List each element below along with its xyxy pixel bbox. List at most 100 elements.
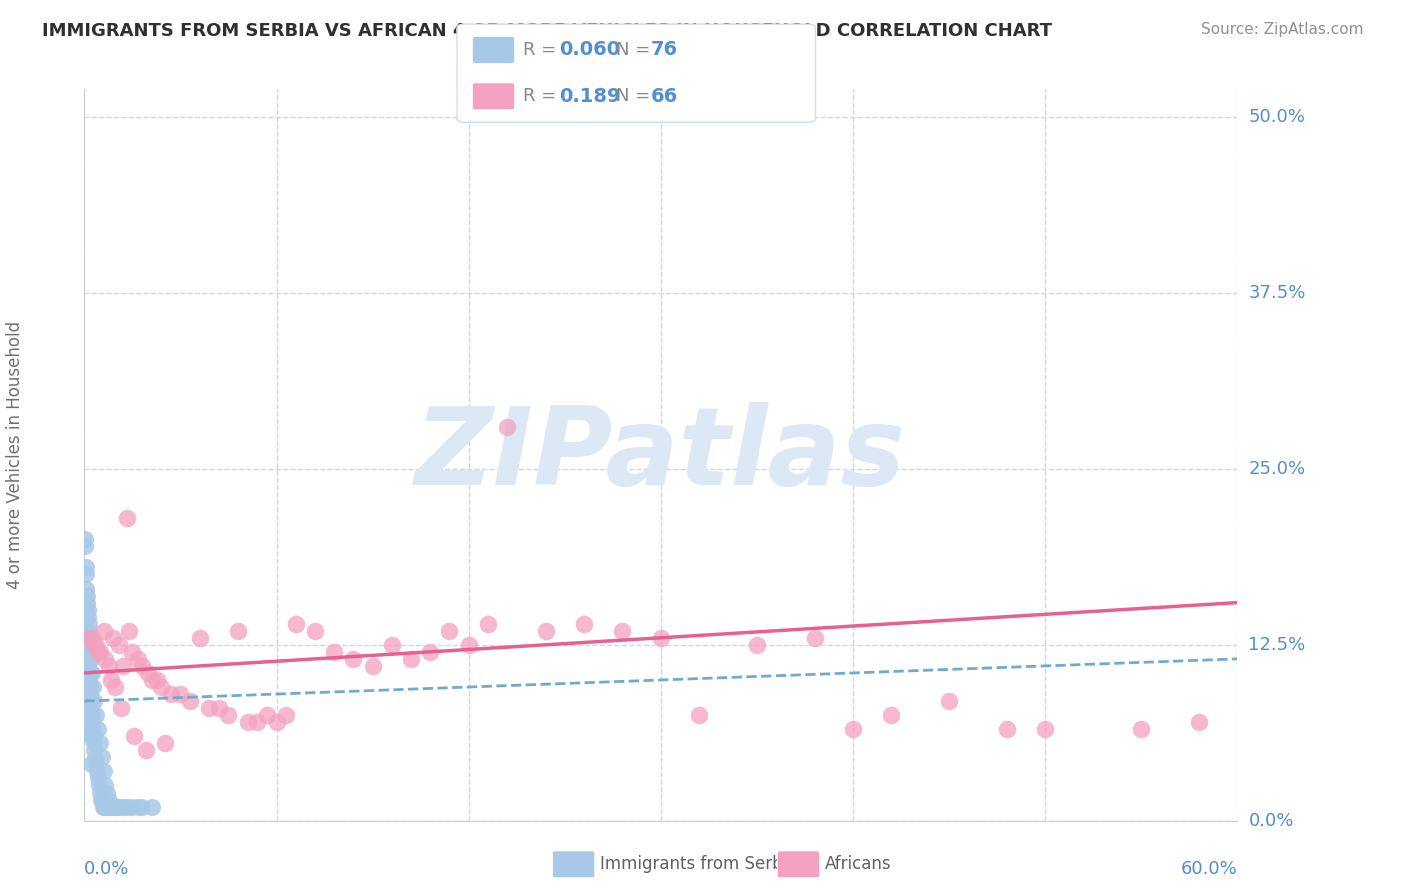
- Point: [146, 673, 169, 687]
- Text: R =: R =: [523, 41, 562, 59]
- Point: [136, 665, 159, 680]
- Point: [399, 652, 422, 666]
- Point: [76, 638, 98, 652]
- Point: [83, 638, 105, 652]
- Point: [82, 680, 104, 694]
- Point: [150, 680, 173, 694]
- Point: [612, 624, 634, 638]
- Text: 25.0%: 25.0%: [1249, 460, 1306, 478]
- Point: [90, 792, 112, 806]
- Point: [121, 799, 143, 814]
- Point: [108, 799, 131, 814]
- Point: [131, 659, 153, 673]
- Point: [218, 708, 240, 723]
- Point: [83, 736, 105, 750]
- Point: [84, 638, 107, 652]
- Point: [75, 624, 97, 638]
- Point: [226, 624, 249, 638]
- Point: [103, 631, 124, 645]
- Point: [84, 750, 107, 764]
- Point: [880, 708, 903, 723]
- Point: [198, 701, 221, 715]
- Text: R =: R =: [523, 87, 562, 105]
- Point: [111, 659, 134, 673]
- Point: [80, 715, 103, 730]
- Point: [141, 673, 163, 687]
- Point: [76, 638, 98, 652]
- Point: [77, 624, 100, 638]
- Point: [100, 799, 122, 814]
- Point: [87, 779, 110, 793]
- Point: [256, 708, 278, 723]
- Point: [650, 631, 672, 645]
- Point: [141, 799, 163, 814]
- Point: [188, 631, 211, 645]
- Point: [124, 729, 146, 743]
- Point: [80, 631, 103, 645]
- Point: [477, 616, 499, 631]
- Point: [179, 694, 201, 708]
- Point: [94, 799, 117, 814]
- Point: [89, 736, 111, 750]
- Point: [104, 680, 127, 694]
- Point: [76, 652, 98, 666]
- Point: [94, 779, 117, 793]
- Point: [246, 715, 269, 730]
- Point: [83, 743, 105, 757]
- Point: [160, 687, 183, 701]
- Point: [98, 659, 121, 673]
- Point: [89, 785, 111, 799]
- Text: Africans: Africans: [825, 855, 891, 873]
- Text: IMMIGRANTS FROM SERBIA VS AFRICAN 4 OR MORE VEHICLES IN HOUSEHOLD CORRELATION CH: IMMIGRANTS FROM SERBIA VS AFRICAN 4 OR M…: [42, 22, 1052, 40]
- Point: [77, 708, 100, 723]
- Point: [79, 687, 101, 701]
- Point: [82, 729, 104, 743]
- Point: [80, 701, 103, 715]
- Point: [995, 723, 1018, 737]
- Point: [77, 680, 100, 694]
- Point: [103, 799, 124, 814]
- Point: [117, 624, 139, 638]
- Point: [103, 799, 124, 814]
- Point: [169, 687, 191, 701]
- Point: [75, 567, 97, 582]
- Text: Immigrants from Serbia: Immigrants from Serbia: [600, 855, 797, 873]
- Point: [842, 723, 865, 737]
- Point: [75, 582, 97, 596]
- Point: [89, 645, 111, 659]
- Point: [98, 799, 121, 814]
- Point: [135, 743, 157, 757]
- Point: [76, 645, 98, 659]
- Point: [83, 694, 105, 708]
- Point: [381, 638, 404, 652]
- Point: [77, 616, 100, 631]
- Point: [745, 638, 768, 652]
- Point: [153, 736, 176, 750]
- Text: 0.0%: 0.0%: [1249, 812, 1294, 830]
- Text: N =: N =: [616, 41, 655, 59]
- Point: [75, 609, 97, 624]
- Point: [75, 602, 97, 616]
- Point: [94, 652, 117, 666]
- Point: [90, 792, 112, 806]
- Point: [76, 596, 98, 610]
- Point: [361, 659, 384, 673]
- Text: 37.5%: 37.5%: [1249, 285, 1306, 302]
- Point: [82, 723, 104, 737]
- Point: [803, 631, 825, 645]
- Point: [688, 708, 710, 723]
- Text: 50.0%: 50.0%: [1249, 108, 1305, 127]
- Point: [80, 708, 103, 723]
- Point: [93, 764, 115, 779]
- Point: [84, 757, 107, 772]
- Point: [110, 701, 132, 715]
- Point: [496, 419, 519, 434]
- Point: [77, 659, 100, 673]
- Point: [342, 652, 364, 666]
- Text: 60.0%: 60.0%: [1181, 860, 1237, 878]
- Point: [79, 631, 101, 645]
- Point: [127, 799, 149, 814]
- Point: [323, 645, 346, 659]
- Point: [80, 652, 103, 666]
- Point: [439, 624, 461, 638]
